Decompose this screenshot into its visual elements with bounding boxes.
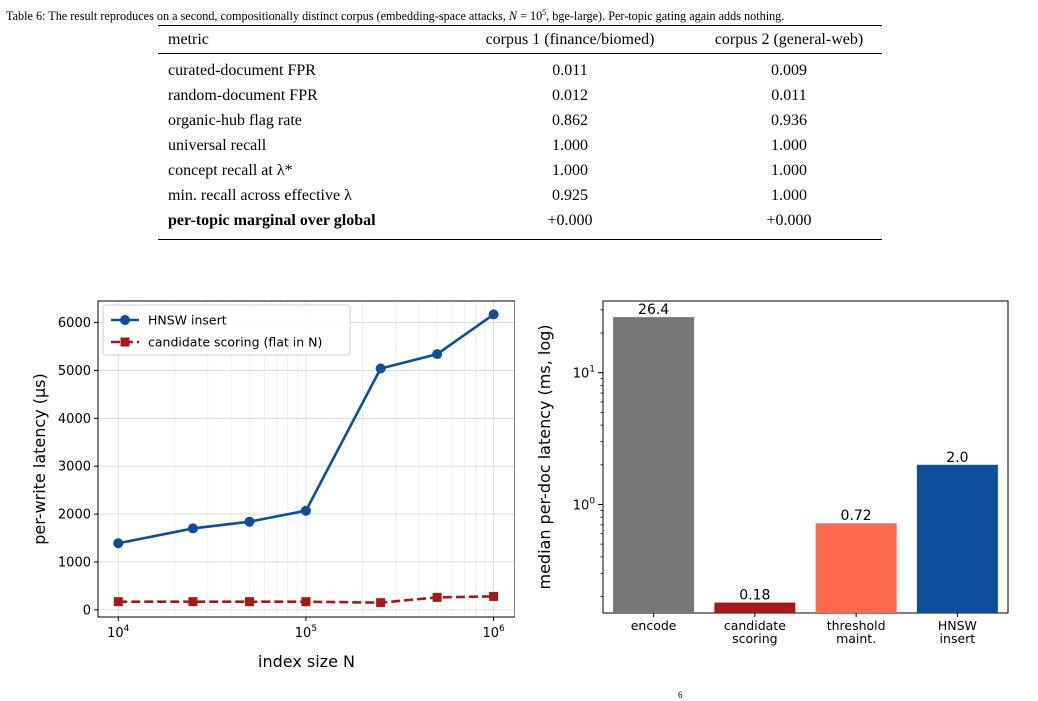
table-row: min. recall across effective λ 0.925 1.0… — [158, 183, 882, 208]
legend-label: candidate scoring (flat in N) — [148, 335, 322, 350]
x-category-label: HNSW — [938, 618, 977, 633]
corpus-1-cell: 0.925 — [552, 186, 588, 204]
x-category-label: encode — [631, 618, 677, 633]
table-row: universal recall 1.000 1.000 — [158, 133, 882, 158]
corpus-1-cell: 0.011 — [552, 61, 588, 79]
results-table: metric corpus 1 (finance/biomed) corpus … — [158, 25, 882, 240]
x-category-label: insert — [940, 631, 976, 646]
x-category-label: candidate — [724, 618, 786, 633]
data-point — [187, 523, 198, 534]
corpus-1-cell: +0.000 — [547, 211, 593, 229]
corpus-2-cell: 0.011 — [771, 86, 807, 104]
corpus-1-cell: 1.000 — [552, 136, 588, 154]
y-tick-label: 4000 — [58, 412, 91, 427]
x-category-label: threshold — [827, 618, 886, 633]
data-point — [300, 505, 311, 516]
page-number: 6 — [678, 690, 683, 700]
y-tick-label: 100 — [573, 496, 596, 513]
corpus-1-cell: 0.012 — [552, 86, 588, 104]
table-row: organic-hub flag rate 0.862 0.936 — [158, 108, 882, 133]
plot-frame — [97, 300, 515, 618]
bar-value-label: 26.4 — [638, 302, 669, 318]
corpus-2-cell: 0.936 — [771, 111, 807, 129]
y-tick-label: 3000 — [58, 460, 91, 475]
latency-vs-index-size-chart: 0 1000 2000 3000 4000 5000 6000 104 105 106 HNSW i… — [30, 300, 515, 671]
x-tick-label: 106 — [482, 624, 505, 641]
data-point — [376, 598, 386, 608]
corpus-2-cell: 1.000 — [771, 161, 807, 179]
data-point — [244, 597, 254, 607]
data-point — [113, 538, 124, 549]
data-point — [432, 592, 442, 602]
data-point — [489, 591, 499, 601]
y-tick-label: 0 — [83, 603, 91, 618]
y-axis-label: per-write latency (μs) — [30, 373, 49, 545]
data-point — [188, 597, 198, 607]
column-header-metric: metric — [158, 25, 444, 54]
table-row: random-document FPR 0.012 0.011 — [158, 83, 882, 108]
corpus-2-cell: +0.000 — [766, 211, 812, 229]
data-point — [113, 597, 123, 607]
bar — [916, 464, 998, 613]
legend-marker — [120, 315, 130, 325]
x-category-label: scoring — [732, 631, 778, 646]
metric-cell: universal recall — [168, 136, 267, 154]
table-row: concept recall at λ* 1.000 1.000 — [158, 158, 882, 183]
metric-cell: min. recall across effective λ — [168, 186, 352, 204]
x-axis-label: index size N — [258, 652, 355, 671]
table-caption: Table 6: The result reproduces on a seco… — [6, 8, 785, 24]
data-point — [301, 597, 311, 607]
bar — [815, 523, 897, 613]
corpus-1-cell: 1.000 — [552, 161, 588, 179]
metric-cell: per-topic marginal over global — [168, 211, 376, 229]
data-point — [488, 309, 499, 320]
y-tick-label: 1000 — [58, 555, 91, 570]
bar — [613, 317, 695, 613]
corpus-2-cell: 0.009 — [771, 61, 807, 79]
y-axis-label: median per-doc latency (ms, log) — [535, 324, 554, 589]
y-tick-label: 101 — [573, 365, 595, 382]
corpus-2-cell: 1.000 — [771, 136, 807, 154]
metric-cell: random-document FPR — [168, 86, 318, 104]
corpus-1-cell: 0.862 — [552, 111, 588, 129]
x-category-label: maint. — [836, 631, 876, 646]
legend-label: HNSW insert — [148, 313, 227, 328]
column-header-corpus-2: corpus 2 (general-web) — [696, 25, 882, 54]
x-tick-label: 105 — [295, 624, 317, 641]
table-row: curated-document FPR 0.011 0.009 — [158, 54, 882, 84]
metric-cell: curated-document FPR — [168, 61, 316, 79]
bar — [714, 602, 796, 613]
data-point — [244, 516, 255, 527]
table-row: per-topic marginal over global +0.000 +0… — [158, 208, 882, 240]
legend-marker — [120, 337, 130, 347]
bar-value-label: 0.18 — [739, 588, 770, 604]
y-tick-label: 5000 — [58, 364, 91, 379]
bar-value-label: 2.0 — [946, 450, 968, 466]
data-point — [375, 363, 386, 374]
legend-box — [102, 304, 351, 356]
table-header-row: metric corpus 1 (finance/biomed) corpus … — [158, 25, 882, 54]
y-tick-label: 6000 — [58, 316, 91, 331]
x-tick-label: 104 — [107, 624, 130, 641]
column-header-corpus-1: corpus 1 (finance/biomed) — [444, 25, 696, 54]
corpus-2-cell: 1.000 — [771, 186, 807, 204]
metric-cell: concept recall at λ* — [168, 161, 293, 179]
data-point — [432, 349, 443, 360]
plot-frame — [602, 300, 1009, 614]
y-tick-label: 2000 — [58, 508, 91, 523]
bar-value-label: 0.72 — [841, 508, 872, 524]
metric-cell: organic-hub flag rate — [168, 111, 302, 129]
